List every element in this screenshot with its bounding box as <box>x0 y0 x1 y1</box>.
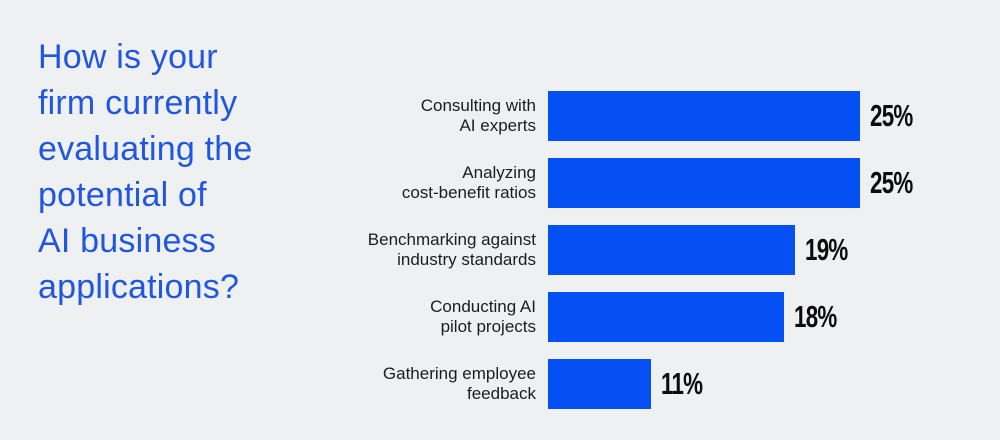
bar-row: Conducting AI pilot projects 18% <box>340 292 929 342</box>
bar <box>548 91 860 141</box>
chart-title: How is your firm currently evaluating th… <box>38 34 338 310</box>
bar-row: Benchmarking against industry standards … <box>340 225 929 275</box>
chart-title-line: firm currently <box>38 84 238 122</box>
chart-title-line: evaluating the <box>38 130 253 168</box>
category-label-line: Analyzing <box>462 163 536 182</box>
chart-title-line: How is your <box>38 38 218 76</box>
value-label: 19% <box>805 232 848 267</box>
category-label: Conducting AI pilot projects <box>340 297 548 337</box>
chart-title-line: potential of <box>38 176 207 214</box>
bar <box>548 292 784 342</box>
value-label: 11% <box>661 366 703 401</box>
category-label-line: Consulting with <box>420 96 536 115</box>
value-label: 18% <box>794 299 837 334</box>
category-label: Consulting with AI experts <box>340 96 548 136</box>
category-label-line: Gathering employee <box>382 364 536 383</box>
category-label: Gathering employee feedback <box>340 364 548 404</box>
value-label: 25% <box>870 165 913 200</box>
bar <box>548 158 860 208</box>
bar <box>548 359 651 409</box>
bar-chart: Consulting with AI experts 25% Analyzing… <box>340 91 929 426</box>
category-label-line: AI experts <box>459 116 536 135</box>
category-label-line: pilot projects <box>440 317 536 336</box>
value-label: 25% <box>870 98 913 133</box>
chart-title-line: applications? <box>38 268 240 306</box>
category-label-line: Benchmarking against <box>367 230 536 249</box>
bar-row: Gathering employee feedback 11% <box>340 359 929 409</box>
bar <box>548 225 795 275</box>
bar-row: Consulting with AI experts 25% <box>340 91 929 141</box>
category-label-line: cost-benefit ratios <box>401 183 536 202</box>
category-label: Analyzing cost-benefit ratios <box>340 163 548 203</box>
category-label-line: feedback <box>467 384 536 403</box>
bar-row: Analyzing cost-benefit ratios 25% <box>340 158 929 208</box>
category-label-line: Conducting AI <box>430 297 536 316</box>
category-label-line: industry standards <box>397 250 536 269</box>
category-label: Benchmarking against industry standards <box>340 230 548 270</box>
chart-title-line: AI business <box>38 222 216 260</box>
